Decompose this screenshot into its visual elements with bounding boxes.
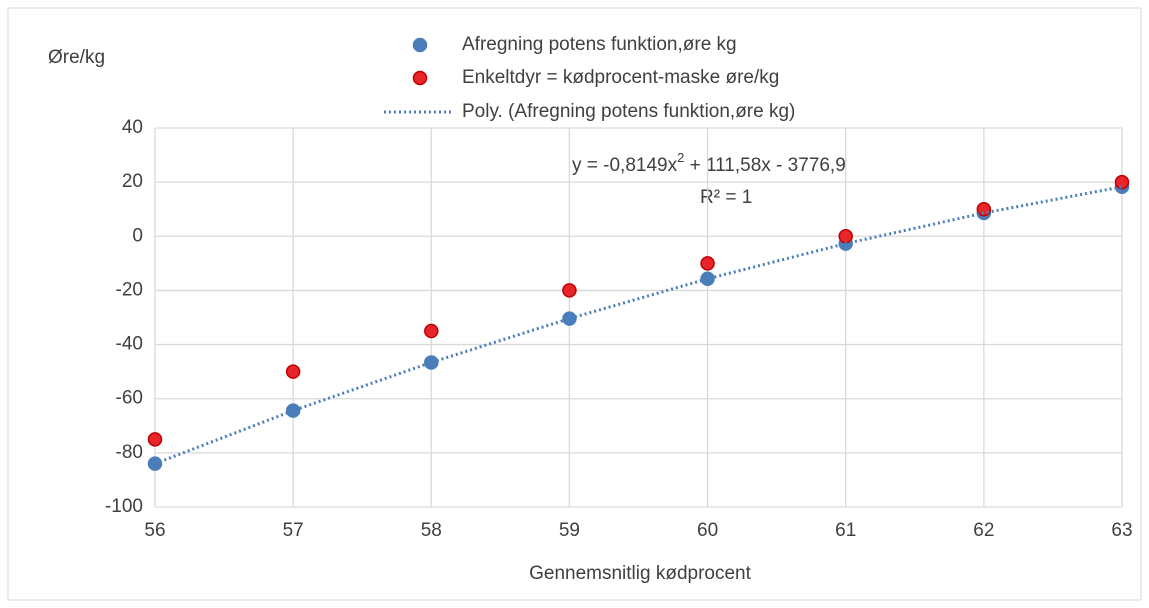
data-point xyxy=(562,283,577,298)
x-tick-label: 61 xyxy=(835,520,856,541)
data-point xyxy=(562,311,577,326)
y-tick-label: 0 xyxy=(132,225,143,246)
legend-marker xyxy=(412,70,428,86)
data-point xyxy=(424,355,439,370)
trend-equation: y = -0,8149x2 + 111,58x - 3776,9 xyxy=(572,150,846,176)
legend-label: Poly. (Afregning potens funktion,øre kg) xyxy=(462,101,795,122)
x-tick-label: 60 xyxy=(697,520,718,541)
x-tick-label: 59 xyxy=(559,520,580,541)
x-tick-label: 62 xyxy=(973,520,994,541)
legend-label: Afregning potens funktion,øre kg xyxy=(462,34,737,55)
x-tick-label: 58 xyxy=(421,520,442,541)
y-tick-label: 20 xyxy=(122,171,143,192)
data-point xyxy=(285,364,301,379)
data-point xyxy=(147,432,163,447)
y-axis-label: Øre/kg xyxy=(48,47,105,68)
equation-part: + 111,58x - 3776,9 xyxy=(684,155,845,176)
x-tick-label: 56 xyxy=(144,520,165,541)
equation-part: y = -0,8149x xyxy=(572,155,678,176)
data-point xyxy=(285,403,301,418)
r-squared: R² = 1 xyxy=(700,187,752,208)
data-point xyxy=(838,229,853,244)
x-tick-label: 63 xyxy=(1111,520,1132,541)
y-tick-label: -80 xyxy=(116,442,143,463)
data-point xyxy=(424,323,439,339)
data-point xyxy=(700,256,715,271)
y-tick-label: 40 xyxy=(122,117,143,138)
x-tick-label: 57 xyxy=(283,520,304,541)
legend-marker xyxy=(412,37,428,53)
data-point xyxy=(700,271,715,287)
y-tick-label: -40 xyxy=(116,334,143,355)
chart-border xyxy=(7,7,1142,601)
trend-line xyxy=(154,185,1123,466)
y-tick-label: -60 xyxy=(116,388,143,409)
y-tick-label: -20 xyxy=(116,279,143,300)
y-tick-label: -100 xyxy=(105,496,143,517)
x-axis-label: Gennemsnitlig kødprocent xyxy=(529,563,751,584)
data-point xyxy=(1114,174,1130,190)
legend-label: Enkeltdyr = kødprocent-maske øre/kg xyxy=(462,67,779,88)
equation-exponent: 2 xyxy=(677,150,684,165)
